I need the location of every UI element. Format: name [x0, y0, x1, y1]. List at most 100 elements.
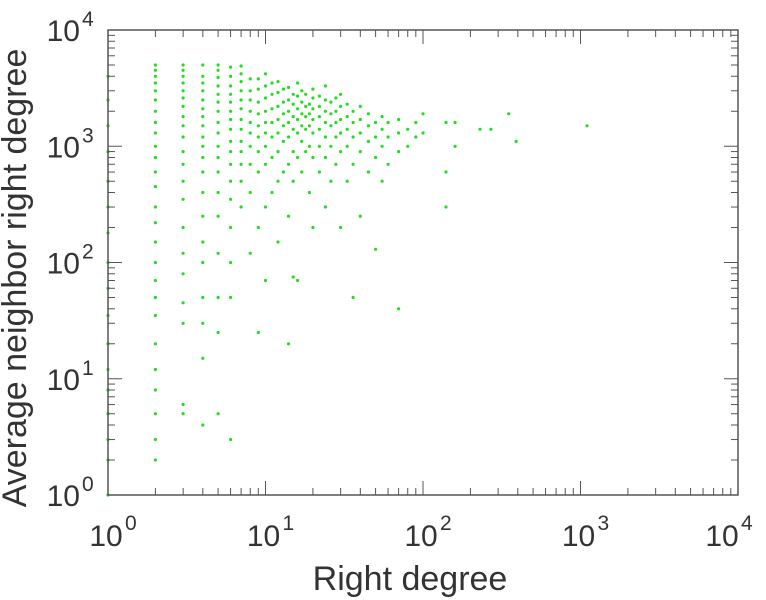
scatter-point: [317, 115, 321, 119]
scatter-point: [276, 179, 280, 183]
scatter-point: [339, 150, 343, 154]
scatter-point: [334, 162, 338, 166]
scatter-point: [229, 437, 233, 442]
scatter-point: [229, 139, 233, 143]
scatter-point: [248, 162, 252, 166]
scatter-point: [311, 225, 315, 230]
scatter-point: [334, 96, 338, 100]
scatter-point: [329, 144, 333, 148]
scatter-point: [263, 84, 268, 88]
scatter-point: [380, 115, 384, 119]
scatter-point: [281, 100, 285, 104]
scatter-point: [374, 155, 378, 160]
scatter-point: [317, 94, 321, 98]
scatter-point: [256, 112, 260, 116]
scatter-point: [304, 92, 308, 96]
scatter-point: [216, 120, 220, 125]
scatter-point: [201, 63, 205, 67]
scatter-point: [339, 92, 343, 96]
scatter-point: [153, 278, 157, 283]
scatter-point: [201, 144, 205, 148]
scatter-point: [345, 179, 349, 183]
scatter-point: [276, 90, 280, 95]
y-tick-label-exponent: 3: [82, 124, 94, 147]
scatter-point: [263, 109, 268, 113]
scatter-point: [270, 81, 274, 85]
scatter-point: [201, 74, 205, 78]
scatter-point: [281, 112, 285, 116]
scatter-point: [153, 295, 157, 300]
scatter-point: [216, 190, 220, 195]
scatter-point: [351, 162, 355, 166]
x-tick-label-base: 10: [705, 520, 738, 553]
scatter-point: [153, 144, 157, 148]
scatter-point: [366, 124, 370, 128]
scatter-point: [229, 74, 233, 78]
scatter-point: [358, 117, 362, 122]
scatter-point: [181, 74, 185, 78]
scatter-point: [489, 127, 493, 131]
x-tick-label-exponent: 0: [125, 512, 137, 535]
scatter-point: [229, 179, 233, 183]
y-tick-label-base: 10: [47, 364, 80, 397]
scatter-point: [229, 162, 233, 166]
scatter-point: [286, 85, 291, 90]
scatter-point: [296, 81, 300, 85]
scatter-point: [270, 155, 274, 160]
scatter-point: [201, 107, 205, 111]
scatter-point: [300, 170, 304, 174]
scatter-point: [380, 127, 384, 131]
scatter-point: [201, 81, 205, 85]
scatter-point: [296, 131, 300, 135]
scatter-point: [304, 150, 308, 154]
scatter-point: [286, 135, 291, 139]
scatter-point: [345, 102, 349, 106]
scatter-point: [153, 155, 157, 160]
scatter-point: [239, 98, 243, 102]
scatter-point: [153, 458, 157, 462]
scatter-point: [248, 109, 252, 113]
scatter-point: [263, 72, 268, 76]
scatter-point: [239, 89, 243, 93]
scatter-point: [307, 190, 311, 195]
scatter-point: [307, 102, 311, 106]
scatter-point: [323, 98, 327, 102]
scatter-point: [239, 117, 243, 122]
scatter-point: [317, 144, 321, 148]
scatter-point: [239, 80, 243, 84]
scatter-point: [256, 87, 260, 91]
scatter-point: [181, 115, 185, 119]
scatter-point: [311, 87, 315, 91]
x-tick-label: 10 0: [89, 512, 136, 553]
scatter-point: [296, 117, 300, 122]
scatter-point: [270, 190, 274, 195]
scatter-point: [181, 197, 185, 201]
scatter-point: [181, 179, 185, 183]
scatter-point: [216, 155, 220, 160]
scatter-point: [286, 109, 291, 113]
x-tick-label-base: 10: [89, 520, 122, 553]
scatter-point: [248, 131, 252, 135]
scatter-point: [300, 89, 304, 93]
scatter-point: [286, 342, 291, 346]
x-tick-label-base: 10: [247, 520, 280, 553]
scatter-point: [329, 179, 333, 183]
scatter-point: [153, 89, 157, 93]
scatter-point: [339, 225, 343, 230]
scatter-point: [334, 120, 338, 125]
scatter-point: [263, 278, 268, 283]
scatter-point: [181, 104, 185, 108]
x-axis-title: Right degree: [313, 560, 508, 598]
scatter-point: [374, 120, 378, 125]
scatter-point: [276, 80, 280, 84]
scatter-point: [181, 321, 185, 325]
y-tick-label: 10 3: [47, 124, 94, 164]
scatter-point: [201, 98, 205, 102]
x-tick-label: 10 2: [404, 512, 451, 553]
scatter-point: [181, 124, 185, 128]
y-tick-label-exponent: 0: [82, 473, 94, 496]
scatter-point: [300, 112, 304, 116]
scatter-point: [270, 120, 274, 125]
scatter-point: [201, 260, 205, 265]
